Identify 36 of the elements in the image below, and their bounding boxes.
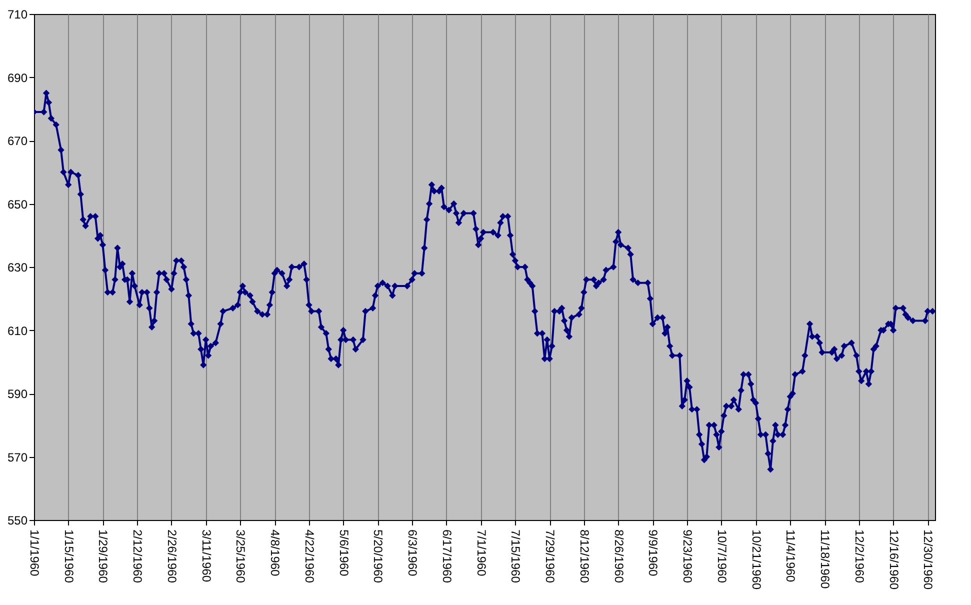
x-tick-label: 6/3/1960 — [406, 530, 420, 577]
y-tick-label: 570 — [7, 450, 28, 464]
y-tick-label: 590 — [7, 387, 28, 401]
x-tick-label: 10/21/1960 — [749, 530, 764, 590]
y-tick-label: 650 — [7, 197, 28, 212]
x-tick-label: 1/15/1960 — [62, 530, 76, 584]
y-tick-label: 610 — [7, 324, 28, 338]
x-tick-label: 6/17/1960 — [440, 530, 454, 584]
x-tick-label: 2/12/1960 — [130, 530, 145, 584]
x-tick-label: 1/1/1960 — [28, 530, 42, 577]
x-tick-label: 3/25/1960 — [234, 530, 248, 584]
y-tick-label: 690 — [7, 70, 28, 85]
x-tick-label: 5/6/1960 — [336, 530, 351, 577]
x-tick-label: 8/12/1960 — [577, 530, 592, 584]
x-tick-label: 12/2/1960 — [852, 530, 866, 584]
x-tick-label: 7/29/1960 — [543, 530, 558, 584]
x-tick-label: 7/1/1960 — [474, 530, 488, 577]
x-tick-label: 7/15/1960 — [508, 530, 523, 584]
x-tick-label: 5/20/1960 — [371, 530, 386, 584]
y-tick-label: 670 — [7, 134, 28, 148]
y-tick-label: 550 — [7, 514, 28, 528]
x-tick-label: 4/8/1960 — [268, 530, 282, 577]
x-tick-label: 10/7/1960 — [714, 530, 729, 584]
y-tick-label: 630 — [7, 260, 28, 274]
x-tick-label: 4/22/1960 — [302, 530, 316, 584]
x-tick-label: 11/18/1960 — [818, 530, 832, 589]
x-tick-label: 3/11/1960 — [199, 530, 214, 582]
x-tick-label: 11/4/1960 — [784, 530, 798, 582]
x-tick-label: 8/26/1960 — [612, 530, 626, 584]
x-tick-label: 12/16/1960 — [886, 530, 901, 590]
x-tick-label: 12/30/1960 — [921, 530, 936, 590]
y-tick-label: 710 — [7, 8, 28, 22]
x-tick-label: 9/9/1960 — [646, 530, 660, 577]
x-tick-label: 1/29/1960 — [96, 530, 110, 584]
x-tick-label: 9/23/1960 — [680, 530, 695, 584]
x-tick-label: 2/26/1960 — [164, 530, 179, 584]
